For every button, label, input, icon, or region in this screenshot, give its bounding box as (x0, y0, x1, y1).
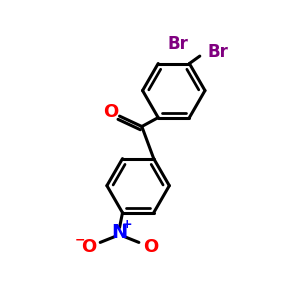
Text: N: N (111, 223, 128, 242)
Text: +: + (122, 218, 132, 231)
Text: O: O (143, 238, 158, 256)
Text: O: O (103, 103, 119, 121)
Text: −: − (75, 233, 86, 247)
Text: O: O (81, 238, 96, 256)
Text: Br: Br (207, 43, 228, 61)
Text: Br: Br (168, 35, 189, 53)
